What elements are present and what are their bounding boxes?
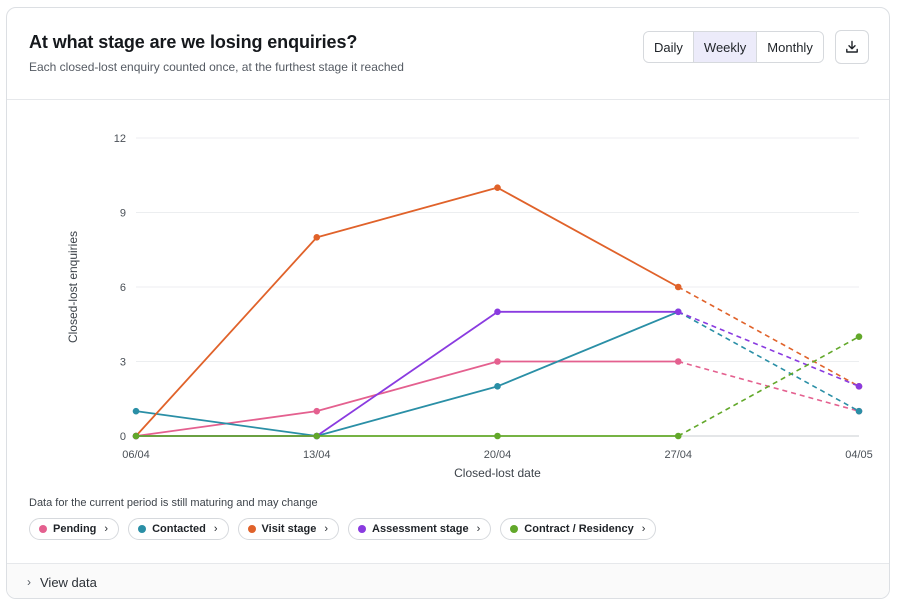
card-header: At what stage are we losing enquiries? E… (7, 8, 889, 100)
download-icon (846, 40, 858, 53)
period-weekly-button[interactable]: Weekly (693, 32, 758, 62)
chevron-right-icon: › (27, 575, 31, 589)
legend-dot (138, 525, 147, 533)
legend-item-visit-stage[interactable]: Visit stage › (237, 518, 340, 540)
data-point-assessment-stage (855, 383, 863, 390)
data-point-visit-stage (313, 234, 321, 241)
legend-label: Visit stage (261, 523, 317, 535)
series-projection-visit-stage (677, 286, 860, 388)
series-projection-contract-residency (677, 335, 860, 437)
y-tick-label: 3 (120, 357, 126, 369)
maturing-data-note: Data for the current period is still mat… (29, 497, 318, 509)
data-point-visit-stage (674, 283, 682, 291)
chevron-right-icon: › (213, 523, 218, 535)
x-tick-label: 27/04 (664, 449, 692, 461)
legend-dot (510, 525, 519, 533)
chevron-right-icon: › (641, 523, 646, 535)
data-point-contract-residency (674, 432, 682, 440)
y-tick-label: 12 (114, 133, 126, 145)
period-daily-button[interactable]: Daily (644, 32, 694, 62)
chevron-right-icon: › (476, 523, 481, 535)
y-tick-label: 0 (120, 431, 126, 443)
data-point-contacted (494, 383, 501, 390)
view-data-toggle[interactable]: › View data (7, 563, 889, 598)
data-point-contract-residency (132, 432, 140, 440)
y-axis-label: Closed-lost enquiries (66, 231, 80, 343)
legend-label: Assessment stage (372, 523, 469, 535)
legend-dot (358, 525, 367, 533)
series-projection-assessment-stage (677, 311, 860, 388)
period-toggle: Daily Weekly Monthly (643, 31, 824, 63)
series-line-pending (135, 360, 679, 437)
page-title: At what stage are we losing enquiries? (29, 32, 358, 52)
legend-item-contacted[interactable]: Contacted › (128, 518, 229, 540)
legend-dot (39, 525, 47, 533)
y-tick-label: 6 (120, 282, 126, 294)
x-tick-label: 04/05 (845, 449, 873, 461)
legend-label: Pending (53, 523, 97, 535)
data-point-visit-stage (494, 184, 501, 191)
series-projection-contacted (677, 311, 860, 412)
data-point-contacted (132, 407, 140, 415)
data-point-contract-residency (494, 432, 501, 440)
legend-label: Contract / Residency (524, 523, 634, 535)
legend-item-pending[interactable]: Pending › (29, 518, 120, 540)
legend-label: Contacted (152, 523, 206, 535)
chevron-right-icon: › (104, 523, 109, 535)
data-point-assessment-stage (674, 308, 682, 316)
chevron-right-icon: › (324, 523, 329, 535)
legend-item-assessment-stage[interactable]: Assessment stage › (348, 518, 492, 540)
data-point-contacted (855, 407, 863, 415)
data-point-assessment-stage (494, 308, 501, 316)
x-tick-label: 20/04 (484, 449, 512, 461)
data-point-pending (494, 358, 501, 365)
period-monthly-button[interactable]: Monthly (757, 32, 823, 62)
x-tick-label: 13/04 (303, 449, 331, 461)
chart-card: At what stage are we losing enquiries? E… (6, 7, 890, 599)
download-button[interactable] (835, 30, 869, 64)
series-line-assessment-stage (136, 310, 679, 437)
y-tick-label: 9 (120, 208, 126, 220)
view-data-label: View data (40, 574, 97, 590)
legend-dot (247, 525, 256, 533)
data-point-contract-residency (313, 432, 321, 440)
legend: Pending › Contacted › Visit stage › Asse… (29, 518, 657, 540)
series-line-visit-stage (135, 186, 679, 437)
series-line-contacted (135, 311, 679, 437)
page-subtitle: Each closed-lost enquiry counted once, a… (29, 60, 404, 74)
line-chart: 0 3 6 9 12 06/04 13/04 20/04 27/04 04/05 Closed-lo… (66, 133, 873, 480)
data-point-contract-residency (855, 333, 863, 340)
legend-item-contract-residency[interactable]: Contract / Residency › (500, 518, 657, 540)
x-tick-label: 06/04 (122, 449, 150, 461)
data-point-pending (674, 358, 682, 365)
x-axis-label: Closed-lost date (454, 466, 541, 480)
data-point-pending (313, 407, 321, 415)
chart-area: 0 3 6 9 12 06/04 13/04 20/04 27/04 04/05 Closed-lo… (7, 100, 887, 497)
